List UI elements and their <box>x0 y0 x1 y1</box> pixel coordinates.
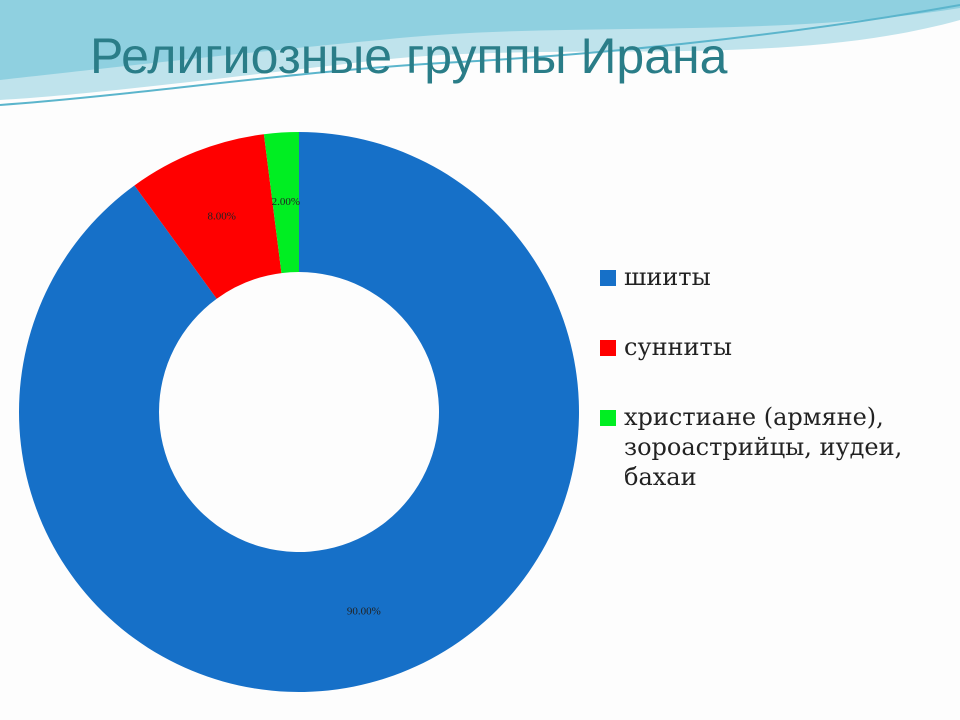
legend-swatch <box>600 410 616 426</box>
legend-item: христиане (армяне), зороастрийцы, иудеи,… <box>600 402 930 492</box>
wave-line <box>0 4 960 106</box>
chart-title: Религиозные группы Ирана <box>90 28 728 84</box>
legend-item: сунниты <box>600 332 930 362</box>
wave <box>0 0 960 80</box>
donut-slice <box>134 134 282 299</box>
legend-item: шииты <box>600 262 930 292</box>
donut-slice <box>18 132 580 692</box>
legend-swatch <box>600 340 616 356</box>
donut-slice <box>263 132 299 274</box>
value-label: 8.00% <box>207 210 235 222</box>
value-label: 2.00% <box>272 196 300 208</box>
value-label: 90.00% <box>347 605 381 617</box>
legend: шииты сунниты христиане (армяне), зороастр… <box>600 262 930 532</box>
legend-label: сунниты <box>624 333 732 361</box>
legend-label: христиане (армяне), зороастрийцы, иудеи,… <box>624 403 903 491</box>
legend-label: шииты <box>624 263 711 291</box>
legend-swatch <box>600 270 616 286</box>
